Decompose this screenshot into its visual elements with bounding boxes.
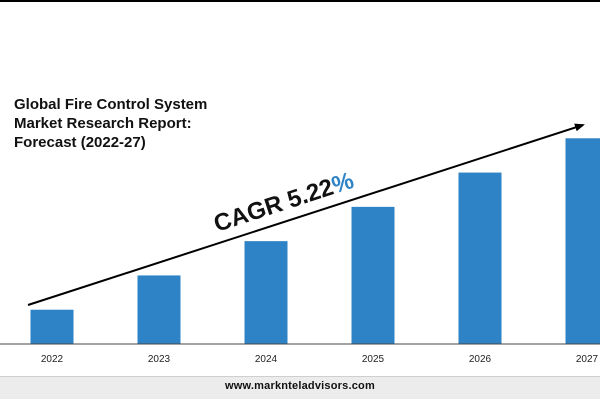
chart-title: Global Fire Control System Market Resear…: [14, 95, 244, 152]
title-line-2: Market Research Report:: [14, 115, 192, 132]
trend-arrow-line: [27, 123, 585, 306]
x-tick-label-2022: 2022: [41, 354, 64, 365]
bar-2026: [458, 172, 502, 344]
bar-group: [30, 138, 600, 344]
x-tick-label-2025: 2025: [362, 354, 385, 365]
bar-2023: [137, 275, 181, 344]
trend-arrow: [27, 123, 585, 306]
x-tick-label-2027: 2027: [576, 354, 599, 365]
top-border: [0, 0, 600, 2]
bar-2024: [244, 241, 288, 344]
footer-url[interactable]: www.marknteladvisors.com: [225, 380, 375, 392]
cagr-label: CAGR 5.22: [211, 174, 337, 238]
x-tick-label-2023: 2023: [148, 354, 171, 365]
bar-2022: [30, 309, 74, 344]
x-tick-label-2024: 2024: [255, 354, 278, 365]
cagr-annotation: CAGR 5.22%: [211, 167, 358, 238]
bar-2025: [351, 206, 395, 344]
footer-bar: [0, 376, 600, 399]
x-tick-label-2026: 2026: [469, 354, 492, 365]
title-line-1: Global Fire Control System: [14, 96, 208, 113]
bar-2027: [565, 138, 600, 344]
title-line-3: Forecast (2022-27): [14, 134, 146, 151]
tick-label-group: 2022 2023 2024 2025 2026 2027: [41, 354, 599, 365]
